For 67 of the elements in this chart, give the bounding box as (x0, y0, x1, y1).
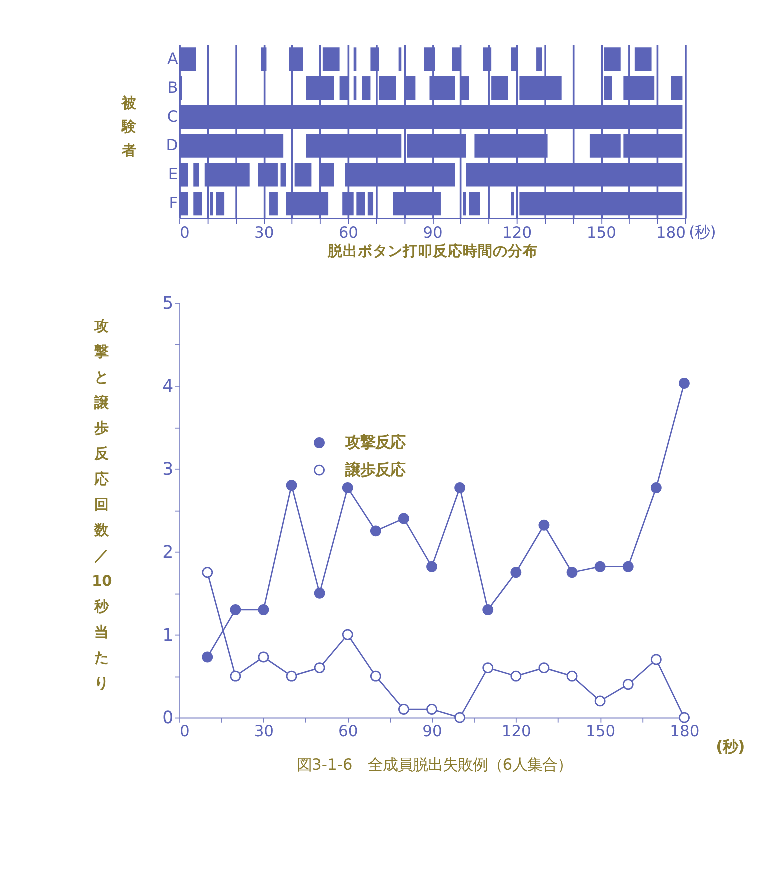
point (679, 712, 690, 724)
point (482, 604, 494, 616)
point (370, 670, 382, 682)
point (454, 482, 466, 494)
point (230, 670, 242, 682)
text: (秒) (689, 223, 716, 242)
x-tick-label: 60 (338, 722, 358, 740)
point (314, 662, 326, 674)
point (622, 679, 634, 690)
point (202, 652, 214, 663)
point (510, 567, 522, 578)
x-tick-label: 60 (338, 224, 359, 242)
point (286, 670, 298, 682)
x-tick-label: 120 (502, 224, 532, 242)
point (454, 712, 466, 724)
point (398, 704, 410, 715)
x-axis-title: (秒) (716, 738, 746, 756)
point (650, 654, 662, 666)
point (370, 526, 382, 537)
x-tick-label: 120 (502, 722, 532, 740)
y-tick-label: F (169, 194, 178, 212)
point (230, 604, 242, 616)
text: 攻撃と譲歩反応回数／10秒当たり (92, 318, 112, 692)
point (510, 670, 522, 682)
x-tick-label: 150 (586, 722, 616, 740)
point (342, 482, 354, 494)
point (482, 662, 494, 674)
point (258, 652, 270, 663)
y-tick-label: 3 (162, 460, 174, 480)
point (202, 567, 214, 578)
point (679, 378, 690, 389)
y-tick-label: C (167, 108, 178, 126)
point (258, 604, 270, 616)
y-tick-label: D (166, 136, 178, 155)
y-tick-label: 1 (162, 626, 174, 646)
y-tick-label: 2 (162, 542, 174, 563)
x-tick-label: 150 (586, 224, 616, 242)
point (314, 588, 326, 599)
point (426, 561, 438, 572)
x-tick-label: 90 (423, 224, 443, 242)
legend-label: 譲歩反応 (344, 460, 406, 479)
point (286, 480, 298, 491)
point (594, 696, 606, 707)
legend-label: 攻撃反応 (344, 434, 406, 452)
x-tick-label: 180 (670, 722, 700, 740)
x-tick-label: 30 (254, 224, 274, 242)
y-tick-label: 5 (162, 294, 174, 314)
point (426, 704, 438, 715)
caption: 図3-1-6 全成員脱出失敗例（6人集合） (297, 756, 573, 774)
point (538, 662, 550, 674)
point (650, 482, 662, 494)
point (566, 567, 578, 578)
y-axis-title: 被験者 (120, 94, 138, 160)
point (342, 629, 354, 640)
y-tick-label: B (168, 78, 178, 97)
point (538, 520, 550, 531)
x-tick-label: 180 (656, 224, 686, 242)
x-tick-label: 30 (254, 722, 274, 740)
point (566, 670, 578, 682)
x-axis-title: 脱出ボタン打叩反応時間の分布 (327, 242, 538, 260)
x-tick-label: 90 (422, 722, 442, 740)
point (594, 561, 606, 572)
point (622, 561, 634, 572)
point (398, 513, 410, 524)
y-tick-label: A (168, 50, 179, 68)
y-tick-label: E (168, 166, 178, 184)
y-tick-label: 4 (162, 376, 174, 397)
